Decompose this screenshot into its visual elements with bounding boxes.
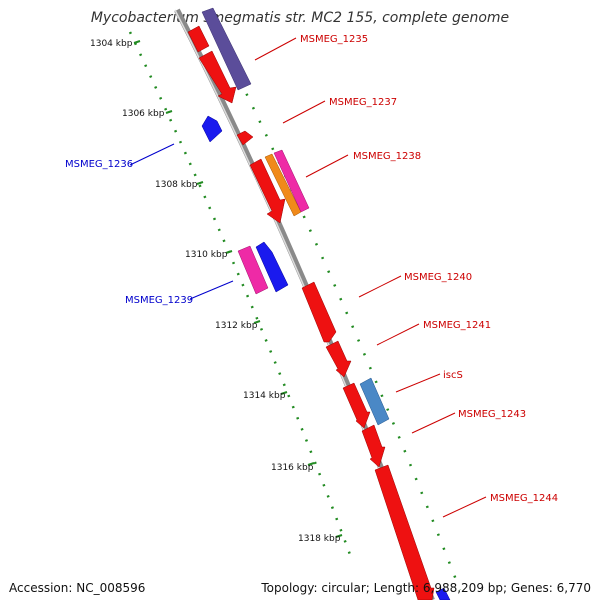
gene-arrow[interactable] [301, 281, 337, 343]
scale-track [128, 31, 354, 561]
scale-label: 1304 kbp [90, 39, 133, 49]
gene-arrow[interactable] [374, 464, 435, 600]
scale-label: 1318 kbp [298, 534, 341, 544]
gene-features[interactable] [187, 7, 451, 600]
gene-label-msmeg-1243[interactable]: MSMEG_1243 [458, 409, 526, 420]
gene-label-msmeg-1241[interactable]: MSMEG_1241 [423, 320, 491, 331]
gene-label-msmeg-1237[interactable]: MSMEG_1237 [329, 97, 397, 108]
gene-arrow[interactable] [255, 241, 289, 293]
gene-arrow[interactable] [198, 50, 237, 104]
gene-label-msmeg-1239[interactable]: MSMEG_1239 [125, 295, 193, 306]
scale-labels: 1304 kbp 1306 kbp 1308 kbp 1310 kbp 1312… [90, 39, 341, 544]
topology-text: Topology: circular; Length: 6,988,209 bp… [261, 581, 591, 595]
gene-labels: MSMEG_1235 MSMEG_1236 MSMEG_1237 MSMEG_1… [65, 34, 558, 504]
scale-label: 1316 kbp [271, 463, 314, 473]
gene-arrow[interactable] [273, 149, 310, 213]
gene-label-msmeg-1238[interactable]: MSMEG_1238 [353, 151, 421, 162]
gene-arrow[interactable] [249, 158, 286, 224]
gene-arrow[interactable] [236, 130, 254, 146]
gene-arrow[interactable] [187, 25, 210, 53]
map-title: Mycobacterium smegmatis str. MC2 155, co… [91, 10, 509, 26]
gene-label-msmeg-1236[interactable]: MSMEG_1236 [65, 159, 133, 170]
scale-label: 1314 kbp [243, 391, 286, 401]
gene-label-msmeg-1235[interactable]: MSMEG_1235 [300, 34, 368, 45]
scale-label: 1306 kbp [122, 109, 165, 119]
gene-arrow[interactable] [361, 424, 386, 468]
gene-label-iscs[interactable]: iscS [443, 370, 463, 381]
gene-arrow[interactable] [237, 245, 269, 295]
gene-label-msmeg-1240[interactable]: MSMEG_1240 [404, 272, 472, 283]
scale-label: 1312 kbp [215, 321, 258, 331]
gene-arrow[interactable] [325, 340, 352, 378]
accession-text: Accession: NC_008596 [9, 581, 146, 595]
scale-ticks [133, 40, 343, 538]
gene-arrow[interactable] [359, 377, 390, 426]
label-leaders [129, 37, 487, 518]
gene-arrow[interactable] [435, 587, 451, 600]
gene-arrow[interactable] [201, 115, 223, 143]
scale-label: 1310 kbp [185, 250, 228, 260]
gene-label-msmeg-1244[interactable]: MSMEG_1244 [490, 493, 558, 504]
scale-label: 1308 kbp [155, 180, 198, 190]
gene-arrow[interactable] [201, 7, 252, 91]
outer-track [218, 39, 462, 591]
gene-arrow[interactable] [342, 382, 371, 429]
